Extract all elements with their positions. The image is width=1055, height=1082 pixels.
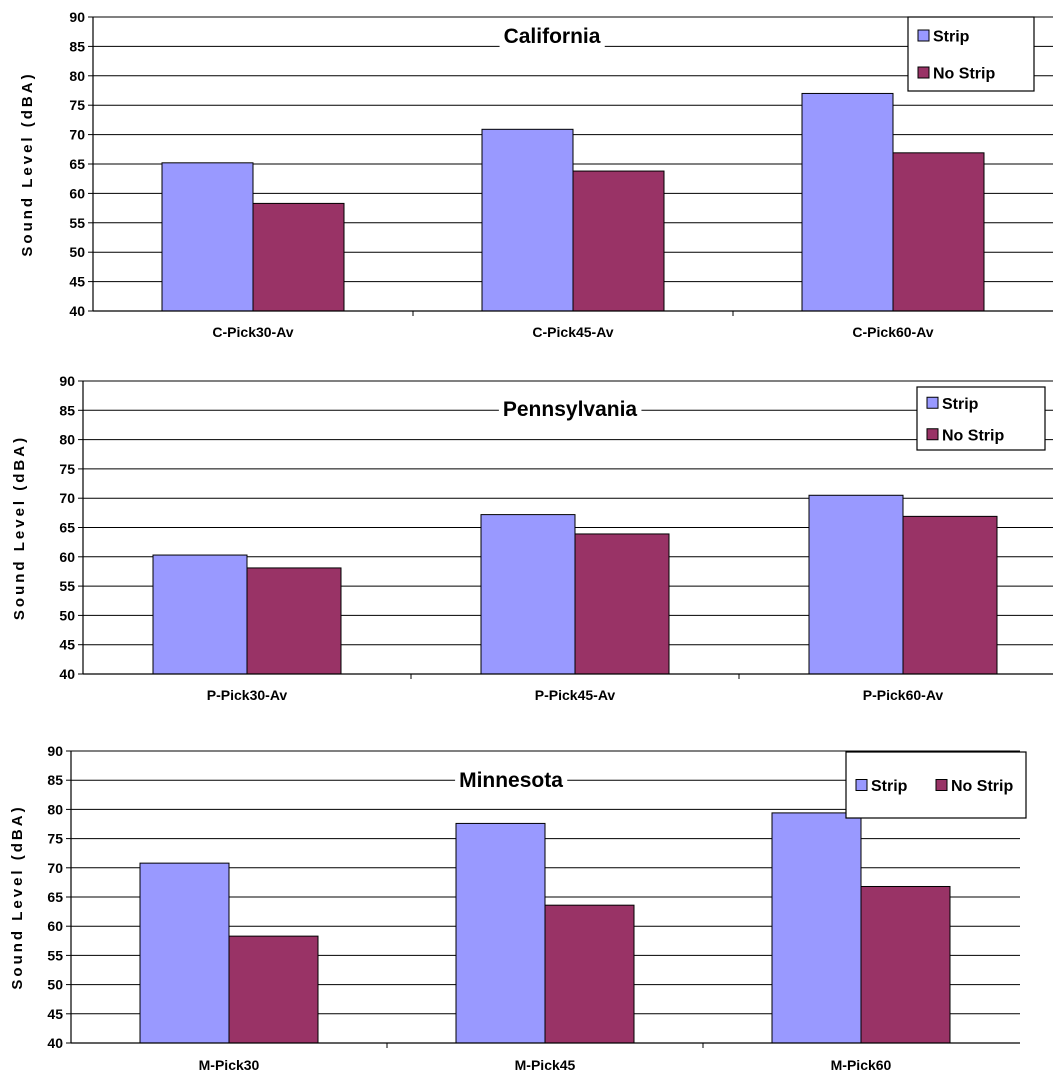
legend-label: No Strip	[951, 778, 1013, 795]
y-tick-label: 45	[47, 1006, 63, 1022]
bar-no-strip-p-pick60-av	[902, 515, 998, 675]
x-category-label: P-Pick45-Av	[535, 687, 616, 703]
bar-strip-p-pick60-av	[808, 494, 904, 675]
y-axis-label: Sound Level (dBA)	[11, 435, 28, 620]
y-tick-label: 60	[69, 185, 85, 201]
x-category-label: M-Pick60	[831, 1057, 892, 1073]
bar-no-strip-c-pick30-av	[252, 202, 345, 312]
y-tick-label: 50	[59, 607, 75, 623]
y-tick-label: 75	[69, 97, 85, 113]
y-tick-label: 50	[69, 244, 85, 260]
y-tick-label: 60	[59, 549, 75, 565]
y-tick-label: 70	[59, 490, 75, 506]
bar-no-strip-p-pick30-av	[246, 567, 342, 675]
y-tick-label: 40	[47, 1035, 63, 1051]
legend-swatch-no-strip	[917, 66, 930, 79]
x-category-label: C-Pick30-Av	[212, 324, 293, 340]
y-tick-label: 80	[47, 801, 63, 817]
bar-strip-c-pick60-av	[801, 92, 894, 312]
legend: Strip No Strip	[845, 751, 1027, 819]
bar-no-strip-m-pick30	[228, 935, 319, 1044]
chart-title-background	[499, 25, 605, 48]
bar-strip-p-pick45-av	[480, 514, 576, 675]
legend-label: Strip	[942, 396, 979, 413]
x-category-label: P-Pick60-Av	[863, 687, 944, 703]
bar-no-strip-c-pick45-av	[572, 170, 665, 312]
bar-no-strip-m-pick45	[544, 904, 635, 1044]
y-tick-label: 90	[47, 743, 63, 759]
bar-strip-c-pick45-av	[481, 128, 574, 312]
y-tick-label: 90	[59, 373, 75, 389]
legend-swatch-no-strip	[935, 779, 948, 791]
y-tick-label: 65	[59, 520, 75, 536]
y-tick-label: 85	[47, 772, 63, 788]
legend-label: Strip	[933, 29, 970, 46]
chart-title-background	[498, 398, 642, 421]
y-tick-label: 85	[59, 402, 75, 418]
x-category-label: M-Pick45	[515, 1057, 576, 1073]
y-tick-label: 55	[59, 578, 75, 594]
legend-box	[907, 16, 1035, 92]
y-tick-label: 75	[59, 461, 75, 477]
y-axis-label: Sound Level (dBA)	[19, 71, 36, 256]
y-tick-label: 50	[47, 977, 63, 993]
chart-title: Pennsylvania	[503, 398, 638, 421]
x-category-label: P-Pick30-Av	[207, 687, 288, 703]
bar-no-strip-m-pick60	[860, 885, 951, 1044]
y-tick-label: 75	[47, 831, 63, 847]
legend-swatch-strip	[855, 779, 868, 791]
y-tick-label: 65	[69, 156, 85, 172]
legend: Strip No Strip	[916, 386, 1046, 451]
legend-swatch-strip	[926, 396, 939, 409]
x-category-label: M-Pick30	[199, 1057, 260, 1073]
legend-label: No Strip	[933, 66, 995, 83]
x-category-label: C-Pick60-Av	[852, 324, 933, 340]
chart-title: Minnesota	[459, 769, 563, 792]
y-tick-label: 70	[69, 127, 85, 143]
legend-label: No Strip	[942, 427, 1004, 444]
legend-swatch-no-strip	[926, 428, 939, 441]
y-tick-label: 40	[59, 666, 75, 682]
y-tick-label: 80	[69, 68, 85, 84]
y-tick-label: 45	[69, 274, 85, 290]
y-tick-label: 90	[69, 9, 85, 25]
y-tick-label: 80	[59, 432, 75, 448]
y-tick-label: 55	[69, 215, 85, 231]
legend-label: Strip	[871, 778, 908, 795]
bar-no-strip-p-pick45-av	[574, 533, 670, 675]
y-tick-label: 65	[47, 889, 63, 905]
y-axis-label: Sound Level (dBA)	[9, 804, 26, 989]
legend: Strip No Strip	[907, 16, 1035, 92]
bar-strip-m-pick45	[455, 822, 546, 1044]
legend-swatch-strip	[917, 29, 930, 42]
chart-panel-california: 40 45 50 55 60 65 70 75 80 85 90 C-Pick30-Av C-Pick4…	[19, 9, 1053, 340]
bar-no-strip-c-pick60-av	[892, 152, 985, 312]
bar-strip-m-pick30	[139, 862, 230, 1044]
y-tick-label: 60	[47, 918, 63, 934]
y-tick-label: 40	[69, 303, 85, 319]
chart-panel-pennsylvania: 40 45 50 55 60 65 70 75 80 85 90 P-Pick30-Av P-Pick4…	[11, 373, 1053, 703]
bar-strip-p-pick30-av	[152, 554, 248, 675]
y-tick-label: 85	[69, 38, 85, 54]
bar-strip-c-pick30-av	[161, 162, 254, 312]
chart-panel-minnesota: 40 45 50 55 60 65 70 75 80 85 90 M-Pick30 M-Pick45 M-…	[9, 743, 1027, 1073]
y-tick-label: 55	[47, 947, 63, 963]
bar-strip-m-pick60	[771, 812, 862, 1044]
y-tick-label: 70	[47, 860, 63, 876]
y-tick-label: 45	[59, 637, 75, 653]
chart-title: California	[504, 25, 601, 48]
x-category-label: C-Pick45-Av	[532, 324, 613, 340]
chart-title-background	[455, 769, 568, 792]
